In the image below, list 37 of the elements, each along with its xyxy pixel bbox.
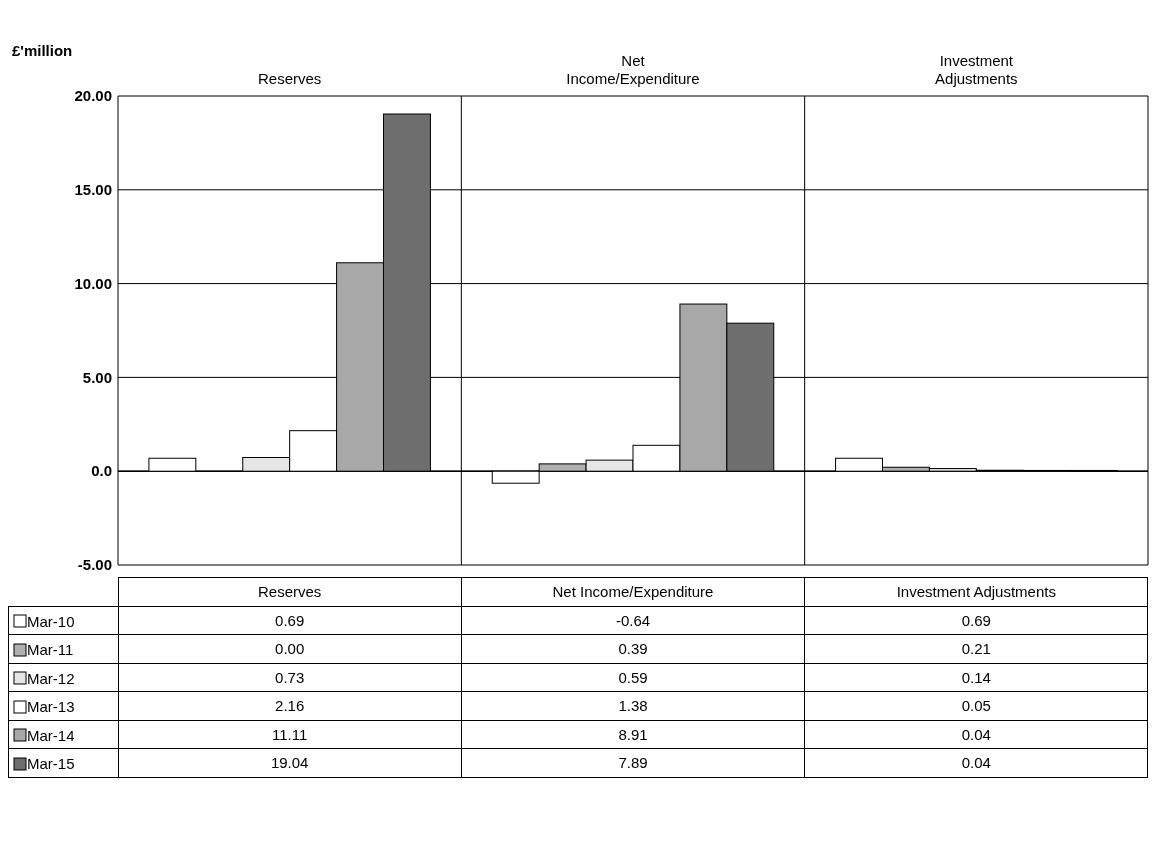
data-label: 0.14 <box>804 663 1148 692</box>
data-label: 0.04 <box>804 720 1148 749</box>
data-label: 0.05 <box>804 691 1148 720</box>
data-label: 0.04 <box>804 748 1148 777</box>
legend-label: Mar-11 <box>27 641 74 659</box>
y-tick-label: 0.0 <box>91 462 112 480</box>
x-tick-label: Reserves <box>257 70 322 87</box>
category-label: Reserves <box>257 583 322 601</box>
y-tick-label: -5.00 <box>77 556 112 574</box>
data-label: 0.73 <box>118 663 462 692</box>
category-label: Investment Adjustments <box>896 583 1056 601</box>
y-tick-label: 10.00 <box>74 274 112 292</box>
legend-label: Mar-10 <box>27 612 75 630</box>
x-tick-label: Net Income/Expenditure <box>566 52 700 87</box>
y-tick-label: 5.00 <box>82 368 112 386</box>
data-label: 19.04 <box>118 748 462 777</box>
y-tick-label: 20.00 <box>74 87 112 105</box>
data-label: 8.91 <box>461 720 805 749</box>
data-label: -0.64 <box>461 606 805 635</box>
data-label: 7.89 <box>461 748 805 777</box>
legend-label: Mar-13 <box>27 698 75 716</box>
y-tick-label: 15.00 <box>74 181 112 199</box>
legend-label: Mar-15 <box>27 755 75 773</box>
category-label: Net Income/Expenditure <box>552 583 714 601</box>
legend-label: Mar-14 <box>27 726 75 744</box>
data-label: 0.69 <box>804 606 1148 635</box>
data-label: 2.16 <box>118 691 462 720</box>
data-label: 0.59 <box>461 663 805 692</box>
legend-label: Mar-12 <box>27 669 75 687</box>
data-label: 0.00 <box>118 634 462 663</box>
data-label: 1.38 <box>461 691 805 720</box>
data-label: 0.39 <box>461 634 805 663</box>
x-tick-label: Investment Adjustments <box>935 52 1018 87</box>
y-axis-title: £'million <box>12 42 73 59</box>
data-label: 0.21 <box>804 634 1148 663</box>
data-label: 0.69 <box>118 606 462 635</box>
data-label: 11.11 <box>118 720 462 749</box>
